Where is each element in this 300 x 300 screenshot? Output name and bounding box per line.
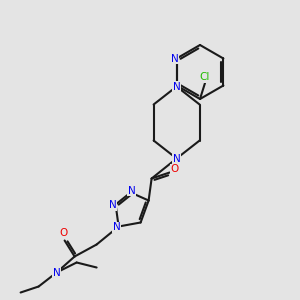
Text: N: N [171, 53, 178, 64]
Text: O: O [59, 229, 68, 238]
Text: N: N [173, 82, 181, 92]
Text: O: O [170, 164, 179, 175]
Text: N: N [128, 185, 136, 196]
Text: Cl: Cl [200, 72, 210, 82]
Text: N: N [53, 268, 61, 278]
Text: N: N [109, 200, 116, 211]
Text: N: N [173, 154, 181, 164]
Text: N: N [113, 223, 121, 232]
